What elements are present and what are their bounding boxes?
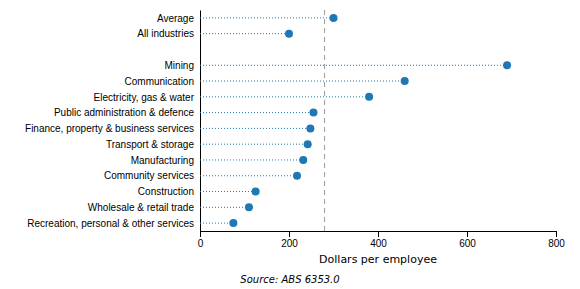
y-tick-label: All industries — [137, 28, 194, 39]
x-tick-label: 0 — [198, 238, 204, 249]
chart: 0 200 400 600 800 Average All industries Mining… — [0, 0, 580, 289]
dot — [252, 188, 260, 196]
dot — [365, 93, 373, 101]
y-axis-line — [200, 11, 201, 232]
x-axis-line — [201, 232, 557, 238]
x-tick-label: 600 — [459, 238, 476, 249]
stem — [200, 81, 405, 82]
x-axis: 0 200 400 600 800 — [198, 231, 566, 249]
x-tick: 800 — [548, 231, 565, 249]
x-tick-mark — [289, 231, 290, 237]
dot — [503, 61, 511, 69]
y-tick: Finance, property & business services — [25, 123, 194, 134]
y-tick: Public administration & defence — [54, 107, 195, 118]
y-tick-label: Manufacturing — [131, 155, 194, 166]
y-tick: Mining — [165, 60, 194, 71]
y-axis: Average All industries Mining Communication… — [25, 11, 200, 232]
dot — [330, 14, 338, 22]
dot — [299, 156, 307, 164]
y-tick-label: Finance, property & business services — [25, 123, 194, 134]
dot — [309, 109, 317, 117]
x-axis-title: Dollars per employee — [319, 253, 437, 266]
y-tick-label: Recreation, personal & other services — [27, 218, 194, 229]
y-tick-label: Public administration & defence — [54, 107, 195, 118]
stem — [200, 144, 308, 145]
dot — [285, 30, 293, 38]
y-tick-label: Construction — [138, 186, 194, 197]
y-tick: Communication — [125, 76, 194, 87]
y-tick: All industries — [137, 28, 194, 39]
y-tick-label: Wholesale & retail trade — [88, 202, 195, 213]
x-tick-label: 800 — [548, 238, 565, 249]
stem — [200, 128, 310, 129]
y-tick: Community services — [104, 170, 194, 181]
x-tick: 400 — [370, 231, 387, 249]
x-tick-mark — [200, 231, 201, 237]
y-tick-label: Mining — [165, 60, 194, 71]
x-tick: 600 — [459, 231, 476, 249]
stem — [200, 96, 369, 97]
marks — [200, 10, 511, 231]
y-tick-label: Average — [157, 13, 195, 24]
y-tick: Recreation, personal & other services — [27, 218, 194, 229]
dot — [304, 140, 312, 148]
dot — [306, 124, 314, 132]
x-tick-mark — [467, 231, 468, 237]
stem — [200, 191, 256, 192]
stem — [200, 159, 303, 160]
x-tick: 0 — [198, 231, 204, 249]
x-tick-label: 200 — [281, 238, 298, 249]
dot — [293, 172, 301, 180]
source: Source: ABS 6353.0 — [240, 274, 339, 285]
y-tick: Electricity, gas & water — [94, 92, 195, 103]
stem — [200, 223, 233, 224]
stem — [200, 112, 313, 113]
plot: 0 200 400 600 800 Average All industries Mining… — [25, 10, 565, 249]
stem — [200, 207, 249, 208]
dot — [229, 219, 237, 227]
x-tick: 200 — [281, 231, 298, 249]
stem — [200, 175, 297, 176]
stem — [200, 17, 334, 18]
y-tick-label: Electricity, gas & water — [94, 92, 195, 103]
stem — [200, 65, 507, 66]
y-tick: Construction — [138, 186, 194, 197]
y-tick-label: Communication — [125, 76, 194, 87]
reference-line — [324, 10, 325, 231]
dot — [245, 203, 253, 211]
stem — [200, 33, 289, 34]
y-tick-label: Transport & storage — [106, 139, 194, 150]
y-tick: Wholesale & retail trade — [88, 202, 195, 213]
x-tick-mark — [556, 231, 557, 237]
x-tick-label: 400 — [370, 238, 387, 249]
y-tick-label: Community services — [104, 170, 194, 181]
y-tick: Manufacturing — [131, 155, 194, 166]
y-tick: Average — [157, 13, 195, 24]
x-tick-mark — [378, 231, 379, 237]
y-tick: Transport & storage — [106, 139, 194, 150]
dot — [401, 77, 409, 85]
